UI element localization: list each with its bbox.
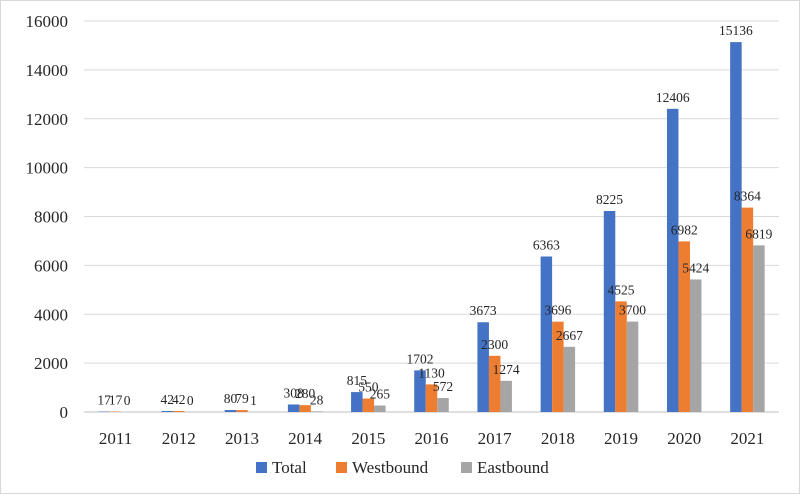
x-tick-label: 2019 bbox=[604, 429, 638, 448]
x-tick-label: 2020 bbox=[667, 429, 701, 448]
y-axis: 0 2000 4000 6000 8000 10000 12000 14000 16000 bbox=[26, 12, 69, 422]
x-tick-label: 2013 bbox=[225, 429, 259, 448]
legend-swatch-eastbound bbox=[461, 462, 472, 473]
legend-swatch-westbound bbox=[336, 462, 347, 473]
data-label: 15136 bbox=[719, 23, 753, 38]
bar-eastbound bbox=[437, 398, 449, 412]
data-label: 0 bbox=[187, 393, 194, 408]
bar-total bbox=[667, 109, 679, 412]
y-tick-label: 0 bbox=[60, 403, 69, 422]
y-tick-label: 10000 bbox=[26, 159, 69, 178]
data-label: 42 bbox=[172, 392, 186, 407]
x-tick-label: 2012 bbox=[162, 429, 196, 448]
legend-label: Total bbox=[272, 458, 307, 477]
y-tick-label: 4000 bbox=[34, 305, 68, 324]
y-tick-label: 6000 bbox=[34, 256, 68, 275]
y-tick-label: 14000 bbox=[26, 61, 69, 80]
legend-swatch-total bbox=[256, 462, 267, 473]
legend-label: Eastbound bbox=[477, 458, 549, 477]
data-label: 4525 bbox=[608, 282, 635, 297]
data-label: 2667 bbox=[556, 328, 583, 343]
data-label: 8225 bbox=[596, 192, 623, 207]
data-label: 0 bbox=[124, 393, 131, 408]
data-label: 3700 bbox=[619, 303, 646, 318]
data-label: 17 bbox=[109, 393, 123, 408]
y-tick-label: 16000 bbox=[26, 12, 69, 31]
bar-eastbound bbox=[753, 245, 765, 412]
data-label: 6363 bbox=[533, 238, 560, 253]
y-tick-label: 12000 bbox=[26, 110, 69, 129]
bar-eastbound bbox=[500, 381, 512, 412]
data-label: 572 bbox=[433, 379, 453, 394]
data-label: 1274 bbox=[493, 362, 520, 377]
data-label: 265 bbox=[370, 387, 391, 402]
legend-label: Westbound bbox=[352, 458, 429, 477]
bar-westbound bbox=[236, 410, 248, 412]
data-label: 12406 bbox=[656, 90, 690, 105]
data-label: 3696 bbox=[544, 303, 571, 318]
bar-eastbound bbox=[690, 279, 702, 412]
x-tick-label: 2011 bbox=[99, 429, 132, 448]
data-label: 3673 bbox=[470, 303, 497, 318]
x-axis: 2011 2012 2013 2014 2015 2016 2017 2018 2019 2020… bbox=[99, 429, 765, 448]
data-label: 1 bbox=[250, 393, 257, 408]
data-label: 1702 bbox=[407, 351, 434, 366]
data-label: 79 bbox=[235, 391, 249, 406]
x-tick-label: 2017 bbox=[478, 429, 513, 448]
x-tick-label: 2015 bbox=[351, 429, 385, 448]
bar-total bbox=[162, 411, 174, 412]
data-label: 5424 bbox=[682, 260, 709, 275]
data-label: 28 bbox=[310, 392, 324, 407]
bar-westbound bbox=[615, 301, 627, 412]
bar-total bbox=[351, 392, 363, 412]
data-label: 2300 bbox=[481, 337, 508, 352]
x-tick-label: 2014 bbox=[288, 429, 323, 448]
bar-total bbox=[730, 42, 742, 412]
y-tick-label: 2000 bbox=[34, 354, 68, 373]
bar-westbound bbox=[173, 411, 185, 412]
legend: Total Westbound Eastbound bbox=[256, 458, 549, 477]
y-tick-label: 8000 bbox=[34, 208, 68, 227]
bar-eastbound bbox=[374, 406, 386, 412]
data-label: 6819 bbox=[745, 226, 772, 241]
bar-eastbound bbox=[564, 347, 576, 412]
x-tick-label: 2021 bbox=[730, 429, 764, 448]
data-label: 8364 bbox=[734, 189, 761, 204]
bar-total bbox=[604, 211, 616, 412]
bar-eastbound bbox=[311, 411, 323, 412]
bar-total bbox=[225, 410, 237, 412]
bar-total bbox=[541, 257, 553, 412]
x-tick-label: 2016 bbox=[415, 429, 449, 448]
x-tick-label: 2018 bbox=[541, 429, 575, 448]
data-label: 6982 bbox=[671, 222, 698, 237]
bar-eastbound bbox=[627, 322, 639, 412]
bar-total bbox=[477, 322, 489, 412]
bar-total bbox=[288, 404, 300, 412]
